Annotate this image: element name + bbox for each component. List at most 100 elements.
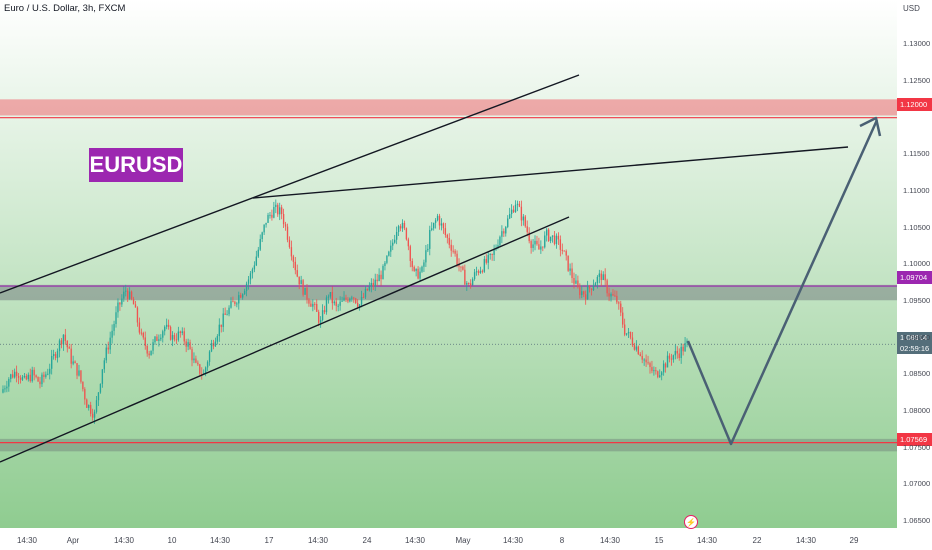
- candle-body: [368, 286, 371, 291]
- candle-body: [573, 278, 575, 284]
- price-tick-label: 1.07000: [903, 479, 931, 489]
- candle-body: [144, 337, 146, 346]
- time-tick-label: 15: [654, 536, 664, 545]
- candle-body: [21, 376, 24, 380]
- candle-body: [214, 341, 217, 347]
- candle-body: [74, 361, 76, 364]
- candle-body: [113, 323, 115, 331]
- candle-body: [653, 370, 655, 372]
- candle-body: [645, 359, 647, 363]
- candle-body: [54, 354, 57, 358]
- candle-body: [88, 404, 90, 408]
- candle-body: [666, 355, 669, 368]
- candle-body: [639, 354, 641, 356]
- candle-body: [218, 324, 220, 337]
- candle-body: [563, 250, 565, 252]
- candle-body: [598, 273, 601, 277]
- candle-body: [234, 301, 236, 304]
- time-tick-label: 14:30: [16, 536, 38, 545]
- candle-body: [255, 256, 258, 266]
- candle-body: [39, 381, 41, 385]
- candle-body: [167, 324, 170, 327]
- candle-body: [117, 302, 119, 313]
- candle-body: [497, 245, 499, 248]
- candle-body: [588, 286, 591, 289]
- candle-body: [99, 383, 102, 393]
- current-price-label: 1.08914: [897, 332, 932, 343]
- candle-body: [279, 207, 281, 215]
- candle-body: [405, 228, 408, 240]
- candle-body: [503, 231, 505, 234]
- candle-body: [483, 258, 486, 272]
- candle-body: [471, 279, 474, 286]
- bolt-icon[interactable]: ⚡: [684, 515, 698, 529]
- candle-body: [450, 244, 452, 251]
- candle-body: [319, 319, 322, 323]
- candle-body: [489, 253, 491, 255]
- candle-body: [23, 375, 26, 377]
- candle-body: [536, 240, 538, 245]
- candle-body: [477, 271, 480, 273]
- candle-body: [89, 404, 92, 414]
- candle-body: [226, 314, 228, 316]
- candle-body: [222, 313, 224, 327]
- candle-body: [253, 265, 256, 270]
- candle-body: [259, 239, 261, 250]
- candle-body: [616, 295, 618, 303]
- candle-body: [138, 322, 141, 333]
- candle-body: [618, 302, 620, 304]
- candle-body: [427, 248, 429, 251]
- candle-body: [479, 270, 482, 273]
- candle-body: [82, 381, 84, 390]
- candle-body: [602, 274, 604, 280]
- candle-body: [179, 331, 182, 333]
- candle-body: [627, 331, 630, 334]
- candle-body: [173, 335, 176, 340]
- candle-body: [191, 349, 193, 361]
- candle-body: [684, 343, 686, 352]
- candle-body: [625, 333, 628, 335]
- candle-body: [8, 379, 10, 387]
- price-tick-label: 1.07500: [903, 442, 931, 452]
- candle-body: [360, 297, 363, 305]
- candle-body: [282, 214, 285, 225]
- candle-body: [411, 260, 413, 267]
- candle-body: [590, 288, 593, 291]
- price-tick-label: 1.09000: [903, 332, 931, 342]
- candle-body: [349, 298, 351, 302]
- candle-body: [304, 287, 306, 295]
- candle-body: [146, 345, 148, 354]
- candle-body: [507, 218, 509, 227]
- candle-body: [380, 274, 382, 280]
- candle-body: [487, 254, 489, 263]
- candle-body: [510, 209, 513, 215]
- candle-body: [318, 311, 320, 323]
- time-tick-label: 17: [264, 536, 274, 545]
- candle-body: [481, 270, 484, 272]
- candle-body: [292, 256, 295, 262]
- candle-body: [551, 235, 554, 237]
- candle-body: [491, 253, 493, 255]
- candle-body: [395, 231, 398, 240]
- candle-body: [216, 336, 219, 342]
- candle-body: [678, 353, 680, 359]
- candle-body: [534, 240, 536, 245]
- time-tick-label: 14:30: [209, 536, 231, 545]
- candle-body: [520, 206, 523, 221]
- candle-body: [158, 339, 160, 341]
- candle-body: [187, 342, 189, 347]
- price-tick-label: 1.11000: [903, 186, 930, 195]
- candle-body: [664, 363, 667, 368]
- candle-body: [655, 370, 657, 372]
- candle-body: [169, 326, 172, 340]
- candle-body: [208, 351, 211, 362]
- candle-body: [569, 268, 571, 271]
- candle-body: [372, 282, 374, 287]
- candle-body: [485, 258, 487, 263]
- candle-body: [530, 241, 532, 248]
- candle-body: [440, 223, 443, 226]
- zone-mid: [0, 284, 897, 301]
- candle-body: [622, 312, 624, 325]
